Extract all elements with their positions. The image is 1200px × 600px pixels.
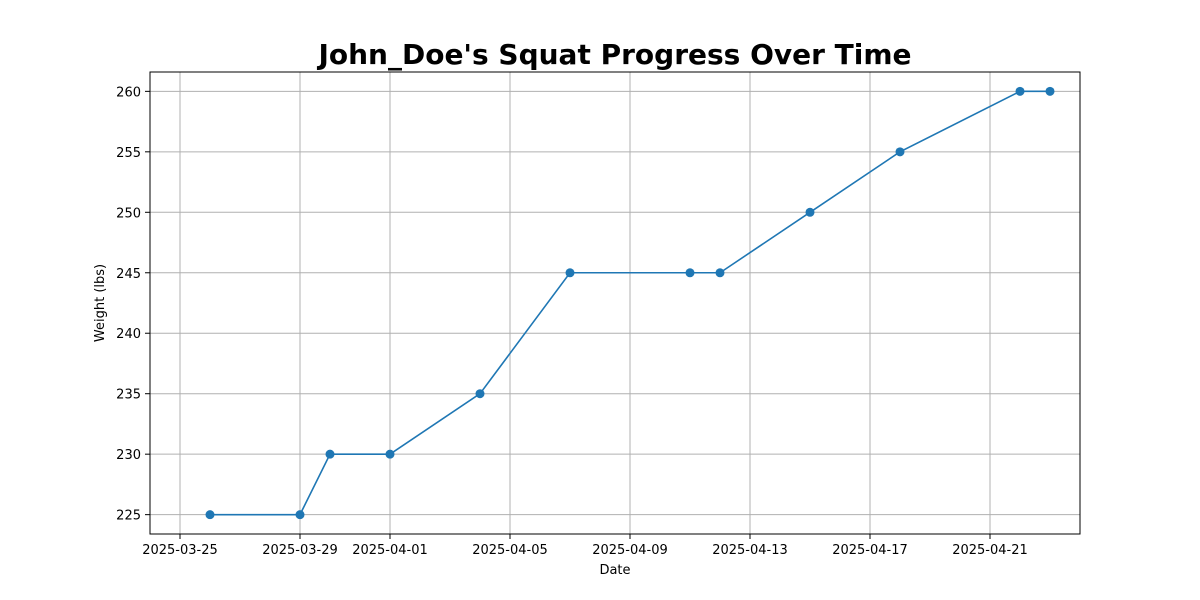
data-point xyxy=(295,510,305,520)
x-tick-label: 2025-04-13 xyxy=(712,543,788,558)
series-layer xyxy=(205,86,1055,520)
data-point xyxy=(385,449,395,459)
x-tick-label: 2025-03-29 xyxy=(262,543,338,558)
y-tick-label: 250 xyxy=(116,206,141,221)
y-tick-label: 235 xyxy=(116,388,141,403)
x-tick-label: 2025-04-21 xyxy=(952,543,1028,558)
tick-layer: 225 230 235 240 245 250 255 260 2025-03-25 2025-0… xyxy=(116,85,1028,558)
x-tick-label: 2025-04-01 xyxy=(352,543,428,558)
y-tick-label: 230 xyxy=(116,448,141,463)
x-tick-label: 2025-03-25 xyxy=(142,543,218,558)
series-line xyxy=(210,90,1050,516)
y-tick-label: 255 xyxy=(116,146,141,161)
y-tick-label: 245 xyxy=(116,267,141,282)
data-point xyxy=(1045,86,1055,96)
y-tick-label: 240 xyxy=(116,327,141,342)
x-tick-label: 2025-04-17 xyxy=(832,543,908,558)
grid-layer xyxy=(150,72,1080,534)
x-tick-label: 2025-04-05 xyxy=(472,543,548,558)
plot-frame xyxy=(149,71,1081,535)
x-tick-label: 2025-04-09 xyxy=(592,543,668,558)
data-point xyxy=(475,389,485,399)
y-tick-label: 260 xyxy=(116,85,141,100)
y-tick-label: 225 xyxy=(116,509,141,524)
data-point xyxy=(1015,86,1025,96)
data-point xyxy=(685,268,695,278)
data-point xyxy=(715,268,725,278)
data-point xyxy=(205,510,215,520)
chart-title: John_Doe's Squat Progress Over Time xyxy=(316,38,911,71)
y-axis-label: Weight (lbs) xyxy=(93,264,108,342)
data-point xyxy=(565,268,575,278)
data-point xyxy=(805,207,815,217)
data-point xyxy=(895,147,905,157)
x-axis-label: Date xyxy=(599,563,630,578)
data-point xyxy=(325,449,335,459)
